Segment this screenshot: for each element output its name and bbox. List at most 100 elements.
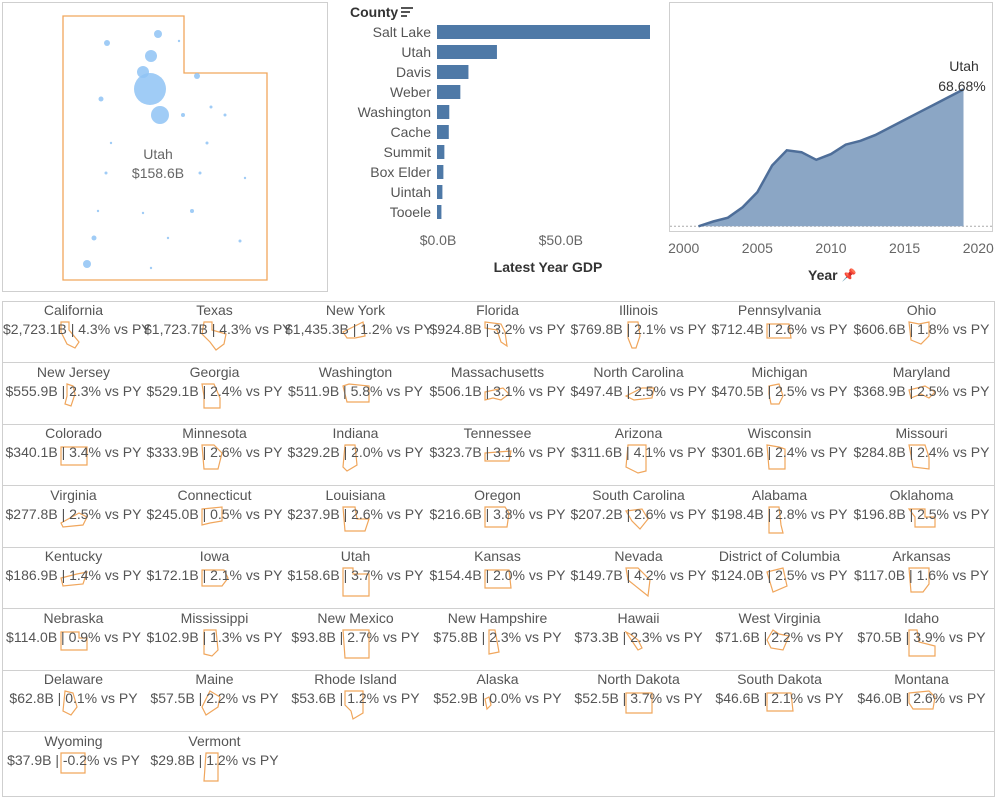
county-header-label: County (350, 4, 399, 20)
state-cell[interactable]: Maine $57.5B | 2.2% vs PY (144, 671, 285, 731)
state-cell[interactable]: Washington $511.9B | 5.8% vs PY (285, 364, 426, 424)
state-name: Washington (318, 363, 393, 380)
state-gdp-stat: $529.1B | 2.4% vs PY (146, 382, 283, 399)
state-name: North Carolina (593, 363, 684, 380)
state-cell[interactable]: California $2,723.1B | 4.3% vs PY (3, 302, 151, 362)
state-cell[interactable]: Kansas $154.4B | 2.0% vs PY (427, 548, 568, 608)
county-bubble-21 (166, 236, 170, 240)
state-cell[interactable]: New Hampshire $75.8B | 2.3% vs PY (427, 610, 568, 670)
state-outline-icon (342, 321, 366, 339)
state-cell[interactable]: Nebraska $114.0B | 0.9% vs PY (3, 610, 144, 670)
county-bubble-10 (181, 113, 185, 117)
state-outline-path (203, 628, 219, 657)
state-cell[interactable]: Maryland $368.9B | 2.5% vs PY (851, 364, 992, 424)
state-cell[interactable]: Missouri $284.8B | 2.4% vs PY (851, 425, 992, 485)
area-x-tick-2010: 2010 (815, 240, 846, 256)
state-cell[interactable]: Michigan $470.5B | 2.5% vs PY (709, 364, 850, 424)
state-cell[interactable]: Minnesota $333.9B | 2.6% vs PY (144, 425, 285, 485)
state-cell[interactable]: Delaware $62.8B | 0.1% vs PY (3, 671, 144, 731)
state-gdp-stat: $277.8B | 2.5% vs PY (5, 505, 142, 522)
state-name: New York (325, 302, 386, 318)
county-label-utah: Utah (401, 44, 431, 60)
state-cell[interactable]: Iowa $172.1B | 2.1% vs PY (144, 548, 285, 608)
state-outline-icon (625, 444, 647, 474)
state-cell[interactable]: Massachusetts $506.1B | 3.1% vs PY (427, 364, 568, 424)
state-cell[interactable]: Idaho $70.5B | 3.9% vs PY (851, 610, 992, 670)
sort-descending-icon[interactable] (401, 7, 414, 17)
state-gdp-stat: $196.8B | 2.5% vs PY (853, 505, 990, 522)
pin-icon[interactable]: 📌 (841, 268, 857, 282)
state-cell[interactable]: Rhode Island $53.6B | 1.2% vs PY (285, 671, 426, 731)
state-outline-path (625, 567, 651, 598)
state-cell[interactable]: Hawaii $73.3B | 2.3% vs PY (568, 610, 709, 670)
utah-county-map[interactable]: Utah $158.6B (2, 2, 328, 292)
state-cell[interactable]: Arizona $311.6B | 4.1% vs PY (568, 425, 709, 485)
state-gdp-stat: $497.4B | 2.5% vs PY (570, 382, 707, 399)
state-cell[interactable]: Vermont $29.8B | 1.2% vs PY (144, 733, 285, 794)
state-cell[interactable]: District of Columbia $124.0B | 2.5% vs PY (709, 548, 850, 608)
state-name: Virginia (50, 486, 97, 503)
state-outline-icon (488, 628, 500, 655)
state-gdp-stat: $329.2B | 2.0% vs PY (287, 444, 424, 460)
state-cell[interactable]: Texas $1,723.7B | 4.3% vs PY (144, 302, 292, 362)
county-bubble-12 (223, 113, 227, 117)
state-name: Tennessee (463, 425, 532, 441)
state-cell[interactable]: Georgia $529.1B | 2.4% vs PY (144, 364, 285, 424)
state-name: Wisconsin (747, 425, 812, 441)
state-cell[interactable]: Indiana $329.2B | 2.0% vs PY (285, 425, 426, 485)
state-cell[interactable]: Tennessee $323.7B | 3.1% vs PY (427, 425, 568, 485)
state-cell[interactable]: Louisiana $237.9B | 2.6% vs PY (285, 487, 426, 547)
state-cell[interactable]: North Carolina $497.4B | 2.5% vs PY (568, 364, 709, 424)
state-gdp-stat: $340.1B | 3.4% vs PY (5, 444, 142, 460)
state-cell[interactable]: Alaska $52.9B | 0.0% vs PY (427, 671, 568, 731)
state-cell[interactable]: Illinois $769.8B | 2.1% vs PY (568, 302, 709, 362)
state-cell[interactable]: Mississippi $102.9B | 1.3% vs PY (144, 610, 285, 670)
state-name: Minnesota (182, 425, 247, 441)
state-cell[interactable]: Oregon $216.6B | 3.8% vs PY (427, 487, 568, 547)
state-cell[interactable]: Kentucky $186.9B | 1.4% vs PY (3, 548, 144, 608)
county-column-header[interactable]: County (350, 4, 414, 20)
state-cell[interactable]: Colorado $340.1B | 3.4% vs PY (3, 425, 144, 485)
state-gdp-stat: $511.9B | 5.8% vs PY (288, 382, 423, 399)
state-name: Arkansas (892, 548, 951, 564)
state-cell[interactable]: New Jersey $555.9B | 2.3% vs PY (3, 364, 144, 424)
state-cell[interactable]: West Virginia $71.6B | 2.2% vs PY (709, 610, 850, 670)
state-name: New Jersey (36, 363, 111, 380)
state-outline-path (201, 505, 223, 526)
state-outline-icon (484, 505, 510, 528)
state-cell[interactable]: Virginia $277.8B | 2.5% vs PY (3, 487, 144, 547)
state-cell[interactable]: Florida $924.8B | 3.2% vs PY (427, 302, 568, 362)
state-gdp-stat: $1,435.3B | 1.2% vs PY (285, 321, 433, 337)
state-outline-icon (342, 505, 370, 532)
state-cell[interactable]: New York $1,435.3B | 1.2% vs PY (285, 302, 433, 362)
state-cell[interactable]: Montana $46.0B | 2.6% vs PY (851, 671, 992, 731)
county-label-cache: Cache (391, 124, 432, 140)
state-outline-path (60, 571, 88, 587)
bar-x-axis-title: Latest Year GDP (494, 259, 603, 275)
state-cell[interactable]: Alabama $198.4B | 2.8% vs PY (709, 487, 850, 547)
county-label-tooele: Tooele (390, 204, 431, 220)
state-cell[interactable]: Wisconsin $301.6B | 2.4% vs PY (709, 425, 850, 485)
state-outline-icon (484, 321, 508, 348)
state-cell[interactable]: Ohio $606.6B | 1.8% vs PY (851, 302, 992, 362)
state-cell[interactable]: Utah $158.6B | 3.7% vs PY (285, 548, 426, 608)
state-outline-icon (908, 384, 936, 399)
state-cell[interactable]: Oklahoma $196.8B | 2.5% vs PY (851, 487, 992, 547)
state-outline-path (768, 382, 784, 405)
state-outline-path (766, 567, 788, 593)
state-cell[interactable]: Pennsylvania $712.4B | 2.6% vs PY (709, 302, 850, 362)
state-cell[interactable]: South Dakota $46.6B | 2.1% vs PY (709, 671, 850, 731)
state-gdp-stat: $1,723.7B | 4.3% vs PY (144, 321, 292, 337)
state-cell[interactable]: North Dakota $52.5B | 3.7% vs PY (568, 671, 709, 731)
state-outline-icon (484, 569, 512, 589)
state-cell[interactable]: Arkansas $117.0B | 1.6% vs PY (851, 548, 992, 608)
state-gdp-stat: $198.4B | 2.8% vs PY (711, 505, 848, 522)
state-cell[interactable]: New Mexico $93.8B | 2.7% vs PY (285, 610, 426, 670)
state-cell[interactable]: Connecticut $245.0B | 0.5% vs PY (144, 487, 285, 547)
state-outline-path (624, 629, 643, 651)
state-gdp-stat: $114.0B | 0.9% vs PY (6, 628, 141, 645)
state-cell[interactable]: South Carolina $207.2B | 2.6% vs PY (568, 487, 709, 547)
state-gdp-stat: $75.8B | 2.3% vs PY (433, 628, 562, 645)
state-cell[interactable]: Wyoming $37.9B | -0.2% vs PY (3, 733, 144, 794)
state-cell[interactable]: Nevada $149.7B | 4.2% vs PY (568, 548, 709, 608)
